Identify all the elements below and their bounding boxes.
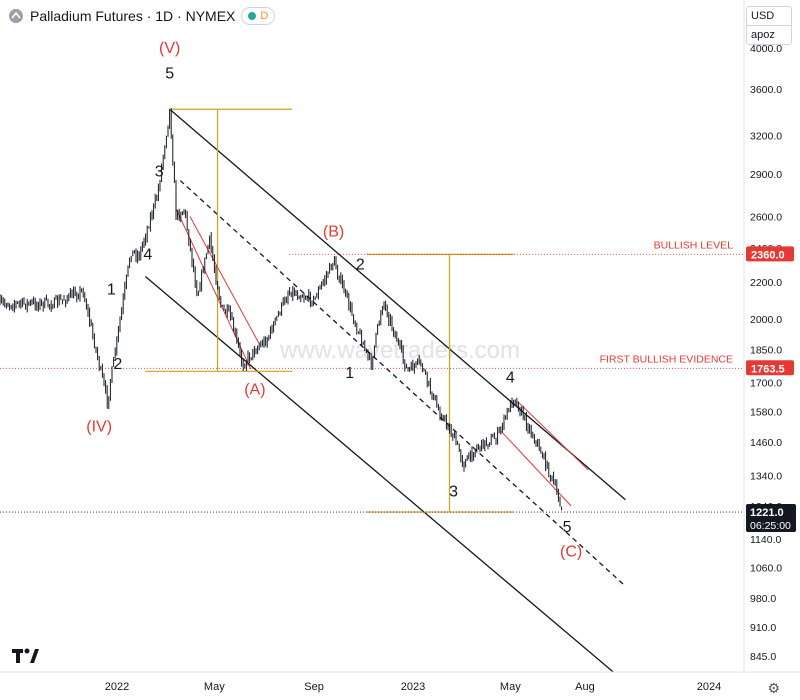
y-tick-label: 1850.0	[750, 345, 782, 357]
wave-label-1: 5	[165, 65, 174, 82]
currency-value[interactable]: USD	[751, 10, 775, 22]
countdown-text: 06:25:00	[750, 520, 791, 532]
level-price-tag-0	[746, 246, 794, 262]
wedge-c-upper	[517, 401, 589, 471]
wave-label-9: 2	[356, 257, 365, 274]
y-tick-label: 2000.0	[750, 314, 782, 326]
x-tick-label: May	[500, 681, 521, 693]
wave-label-2: 3	[155, 163, 164, 180]
wave-label-13: 5	[563, 519, 572, 536]
current-price-text: 1221.0	[750, 507, 784, 519]
wave-label-11: 4	[506, 370, 515, 387]
y-tick-label: 910.0	[750, 622, 776, 634]
y-tick-label: 2200.0	[750, 277, 782, 289]
y-tick-label: 1700.0	[750, 378, 782, 390]
y-tick-label: 2600.0	[750, 211, 782, 223]
level-price-tag-text-0: 2360.0	[751, 249, 785, 261]
channel-mid-dashed-line	[179, 180, 626, 587]
level-price-tag-text-1: 1763.5	[751, 363, 785, 375]
y-tick-label: 3600.0	[750, 84, 782, 96]
y-tick-label: 1460.0	[750, 437, 782, 449]
symbol-icon	[9, 9, 23, 23]
delay-badge: D	[260, 10, 269, 22]
chart-header: Palladium Futures · 1D · NYMEX D	[8, 6, 276, 26]
wave-label-4: 1	[107, 281, 116, 298]
tradingview-logo-icon	[12, 644, 42, 670]
symbol-title: Palladium Futures · 1D · NYMEX	[30, 8, 236, 24]
y-tick-label: 1060.0	[750, 562, 782, 574]
level-label-1: FIRST BULLISH EVIDENCE	[600, 353, 733, 365]
wave-label-5: 2	[113, 356, 122, 373]
x-tick-label: 2022	[105, 681, 129, 693]
status-dot-icon	[248, 12, 257, 20]
x-tick-label: Sep	[304, 681, 324, 693]
wave-label-7: (A)	[244, 381, 265, 398]
wave-label-12: 3	[449, 484, 458, 501]
settings-gear-icon[interactable]: ⚙	[767, 680, 780, 696]
scale-mode[interactable]: apoz	[747, 25, 791, 44]
wave-label-3: 4	[143, 246, 152, 263]
x-tick-label: 2023	[401, 681, 425, 693]
y-tick-label: 1340.0	[750, 471, 782, 483]
wave-label-14: (C)	[560, 543, 582, 560]
y-tick-label: 1580.0	[750, 406, 782, 418]
wave-label-0: (V)	[159, 40, 180, 57]
x-tick-label: Aug	[575, 681, 595, 693]
level-label-0: BULLISH LEVEL	[654, 239, 734, 251]
current-price-tag	[746, 504, 796, 533]
wave-label-10: 1	[345, 365, 354, 382]
y-tick-label: 845.0	[750, 651, 776, 663]
wave-label-6: (IV)	[86, 419, 112, 436]
currency-selector[interactable]: USD apoz	[746, 6, 792, 45]
y-tick-label: 3200.0	[750, 130, 782, 142]
candles-group	[0, 108, 563, 511]
level-price-tag-1	[746, 360, 794, 376]
channel-lower-line	[144, 276, 615, 672]
x-tick-label: May	[204, 681, 225, 693]
channel-upper-line	[169, 108, 626, 501]
plot-layer: (V) 5 3 4 1 2 (IV) (A) (B) 2 1 4 3 5 (C)	[0, 40, 743, 672]
y-tick-label: 2900.0	[750, 169, 782, 181]
market-status-pill[interactable]: D	[241, 7, 276, 25]
y-tick-label: 980.0	[750, 593, 776, 605]
y-tick-label: 1140.0	[750, 534, 781, 546]
wedge-a-upper	[189, 216, 260, 344]
x-tick-label: 2024	[697, 681, 721, 693]
y-tick-label: 4000.0	[750, 43, 782, 55]
wave-label-8: (B)	[323, 224, 344, 241]
wedge-c-lower	[501, 431, 572, 507]
